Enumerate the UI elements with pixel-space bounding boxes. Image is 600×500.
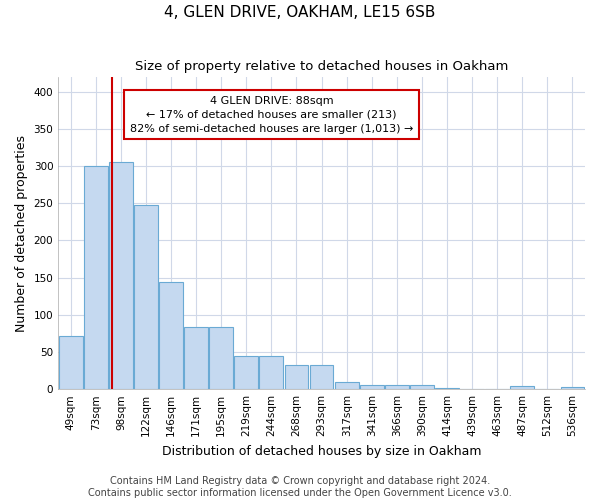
Text: 4, GLEN DRIVE, OAKHAM, LE15 6SB: 4, GLEN DRIVE, OAKHAM, LE15 6SB [164, 5, 436, 20]
Bar [560, 387, 584, 389]
Bar [360, 384, 383, 389]
Bar [209, 328, 233, 389]
Text: 4 GLEN DRIVE: 88sqm
← 17% of detached houses are smaller (213)
82% of semi-detac: 4 GLEN DRIVE: 88sqm ← 17% of detached ho… [130, 96, 413, 134]
Bar [259, 356, 283, 389]
Bar [410, 384, 434, 389]
Bar [284, 366, 308, 389]
Bar [385, 384, 409, 389]
Text: Contains HM Land Registry data © Crown copyright and database right 2024.
Contai: Contains HM Land Registry data © Crown c… [88, 476, 512, 498]
Bar [310, 366, 334, 389]
Y-axis label: Number of detached properties: Number of detached properties [15, 134, 28, 332]
X-axis label: Distribution of detached houses by size in Oakham: Distribution of detached houses by size … [162, 444, 481, 458]
Bar [235, 356, 258, 389]
Bar [84, 166, 108, 389]
Bar [184, 328, 208, 389]
Bar [109, 162, 133, 389]
Bar [435, 388, 459, 389]
Bar [59, 336, 83, 389]
Bar [134, 205, 158, 389]
Title: Size of property relative to detached houses in Oakham: Size of property relative to detached ho… [135, 60, 508, 73]
Bar [159, 282, 183, 389]
Bar [335, 382, 359, 389]
Bar [511, 386, 534, 389]
